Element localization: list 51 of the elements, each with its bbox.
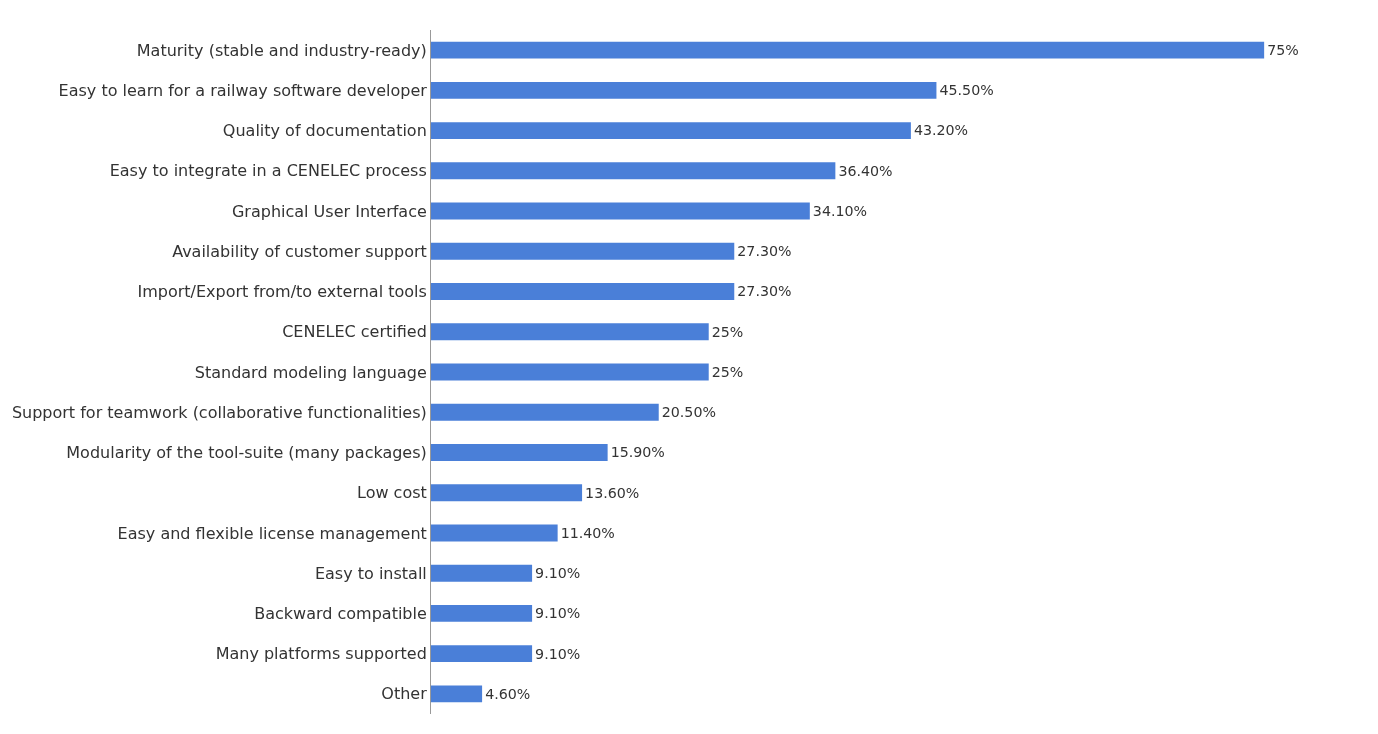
y-tick-label: Many platforms supported (215, 644, 427, 664)
data-label: 27.30% (737, 243, 792, 260)
y-tick-label: Modularity of the tool-suite (many packages) (66, 443, 427, 463)
data-label: 9.10% (535, 645, 581, 662)
y-tick-label: Easy to learn for a railway software developer (58, 80, 428, 100)
y-tick-label: Maturity (stable and industry-ready) (136, 40, 427, 60)
data-label: 11.40% (560, 524, 615, 541)
y-tick-label: Import/Export from/to external tools (137, 282, 427, 302)
bar (431, 564, 533, 582)
data-label: 25% (711, 363, 744, 380)
bar (431, 242, 735, 260)
bar (431, 81, 937, 99)
y-tick-label: Availability of customer support (172, 241, 427, 261)
y-tick-label: Easy to integrate in a CENELEC process (109, 161, 427, 181)
bar (431, 202, 810, 220)
bar (431, 162, 836, 180)
data-label: 20.50% (661, 404, 716, 421)
bar (431, 283, 735, 300)
y-tick-label: CENELEC certified (282, 322, 427, 342)
data-label: 9.10% (535, 565, 581, 582)
data-label: 45.50% (939, 82, 994, 99)
data-label: 36.40% (838, 162, 893, 179)
y-tick-label: Support for teamwork (collaborative functionalities) (11, 402, 427, 422)
y-tick-label: Low cost (357, 483, 427, 503)
data-label: 75% (1267, 42, 1299, 59)
bar (431, 645, 533, 663)
y-tick-label: Quality of documentation (222, 121, 427, 141)
y-tick-label: Backward compatible (254, 604, 427, 624)
bar (431, 323, 709, 341)
bar (431, 41, 1265, 59)
data-label: 4.60% (485, 685, 531, 702)
bar (431, 524, 558, 542)
data-label: 27.30% (737, 283, 792, 300)
data-label: 15.90% (610, 444, 665, 461)
bar (431, 484, 583, 502)
bar (431, 403, 659, 421)
bar (431, 122, 911, 140)
data-label: 34.10% (812, 202, 868, 219)
data-label: 13.60% (585, 484, 640, 501)
bar (431, 363, 709, 381)
y-tick-label: Easy to install (314, 563, 427, 583)
bar (431, 604, 533, 622)
y-tick-label: Easy and flexible license management (117, 523, 427, 543)
data-label: 9.10% (535, 605, 581, 622)
y-tick-label: Standard modeling language (194, 362, 427, 382)
y-tick-label: Graphical User Interface (231, 201, 427, 221)
data-label: 25% (711, 323, 744, 340)
y-tick-label: Other (381, 684, 428, 704)
bar (431, 444, 608, 461)
data-label: 43.20% (913, 122, 969, 139)
bar (431, 685, 483, 703)
